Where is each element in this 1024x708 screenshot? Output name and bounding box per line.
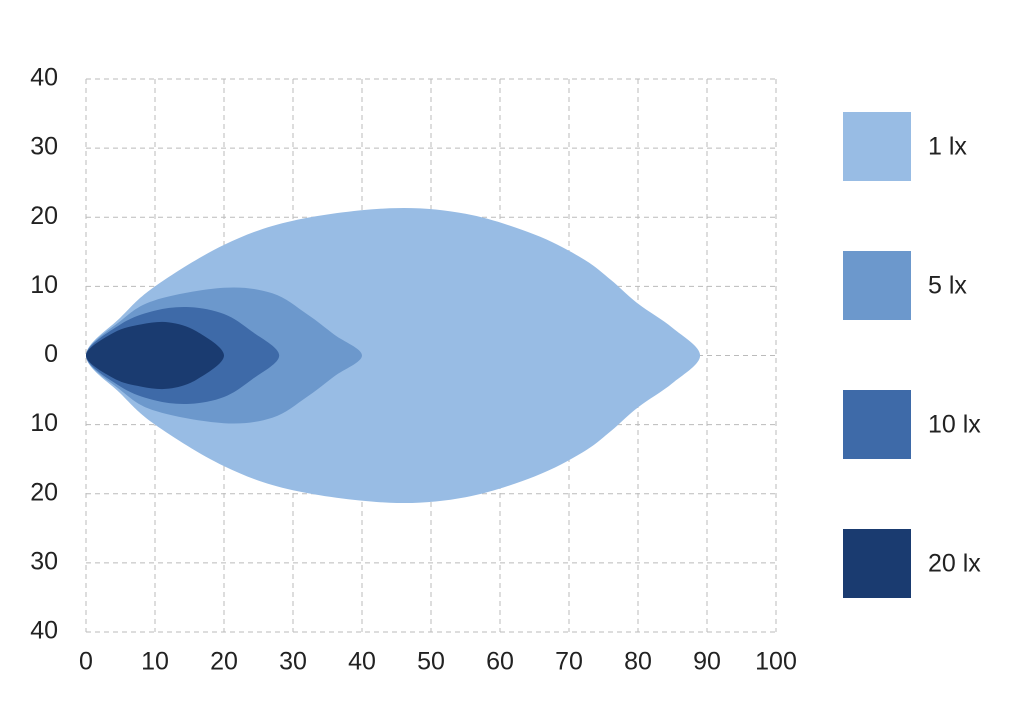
y-tick-label: 40 [30, 64, 58, 92]
x-tick-label: 50 [417, 648, 445, 676]
y-tick-label: 30 [30, 547, 58, 575]
legend-label: 20 lx [928, 550, 981, 578]
y-tick-label: 40 [30, 617, 58, 645]
legend-swatch [843, 390, 911, 459]
legend-label: 5 lx [928, 272, 967, 300]
x-tick-label: 70 [555, 648, 583, 676]
x-tick-label: 40 [348, 648, 376, 676]
x-tick-label: 0 [79, 648, 93, 676]
y-tick-label: 20 [30, 478, 58, 506]
y-tick-label: 10 [30, 271, 58, 299]
x-tick-label: 80 [624, 648, 652, 676]
y-tick-label: 0 [44, 340, 58, 368]
legend-label: 1 lx [928, 133, 967, 161]
y-tick-label: 30 [30, 133, 58, 161]
y-tick-label: 20 [30, 202, 58, 230]
isolux-area [86, 321, 224, 390]
x-tick-label: 30 [279, 648, 307, 676]
x-tick-label: 10 [141, 648, 169, 676]
x-tick-label: 100 [755, 648, 797, 676]
legend-swatch [843, 112, 911, 181]
legend-label: 10 lx [928, 411, 981, 439]
legend-swatch [843, 251, 911, 320]
legend-swatch [843, 529, 911, 598]
x-tick-label: 60 [486, 648, 514, 676]
isolux-area [86, 207, 701, 504]
x-tick-label: 20 [210, 648, 238, 676]
x-tick-label: 90 [693, 648, 721, 676]
y-tick-label: 10 [30, 409, 58, 437]
